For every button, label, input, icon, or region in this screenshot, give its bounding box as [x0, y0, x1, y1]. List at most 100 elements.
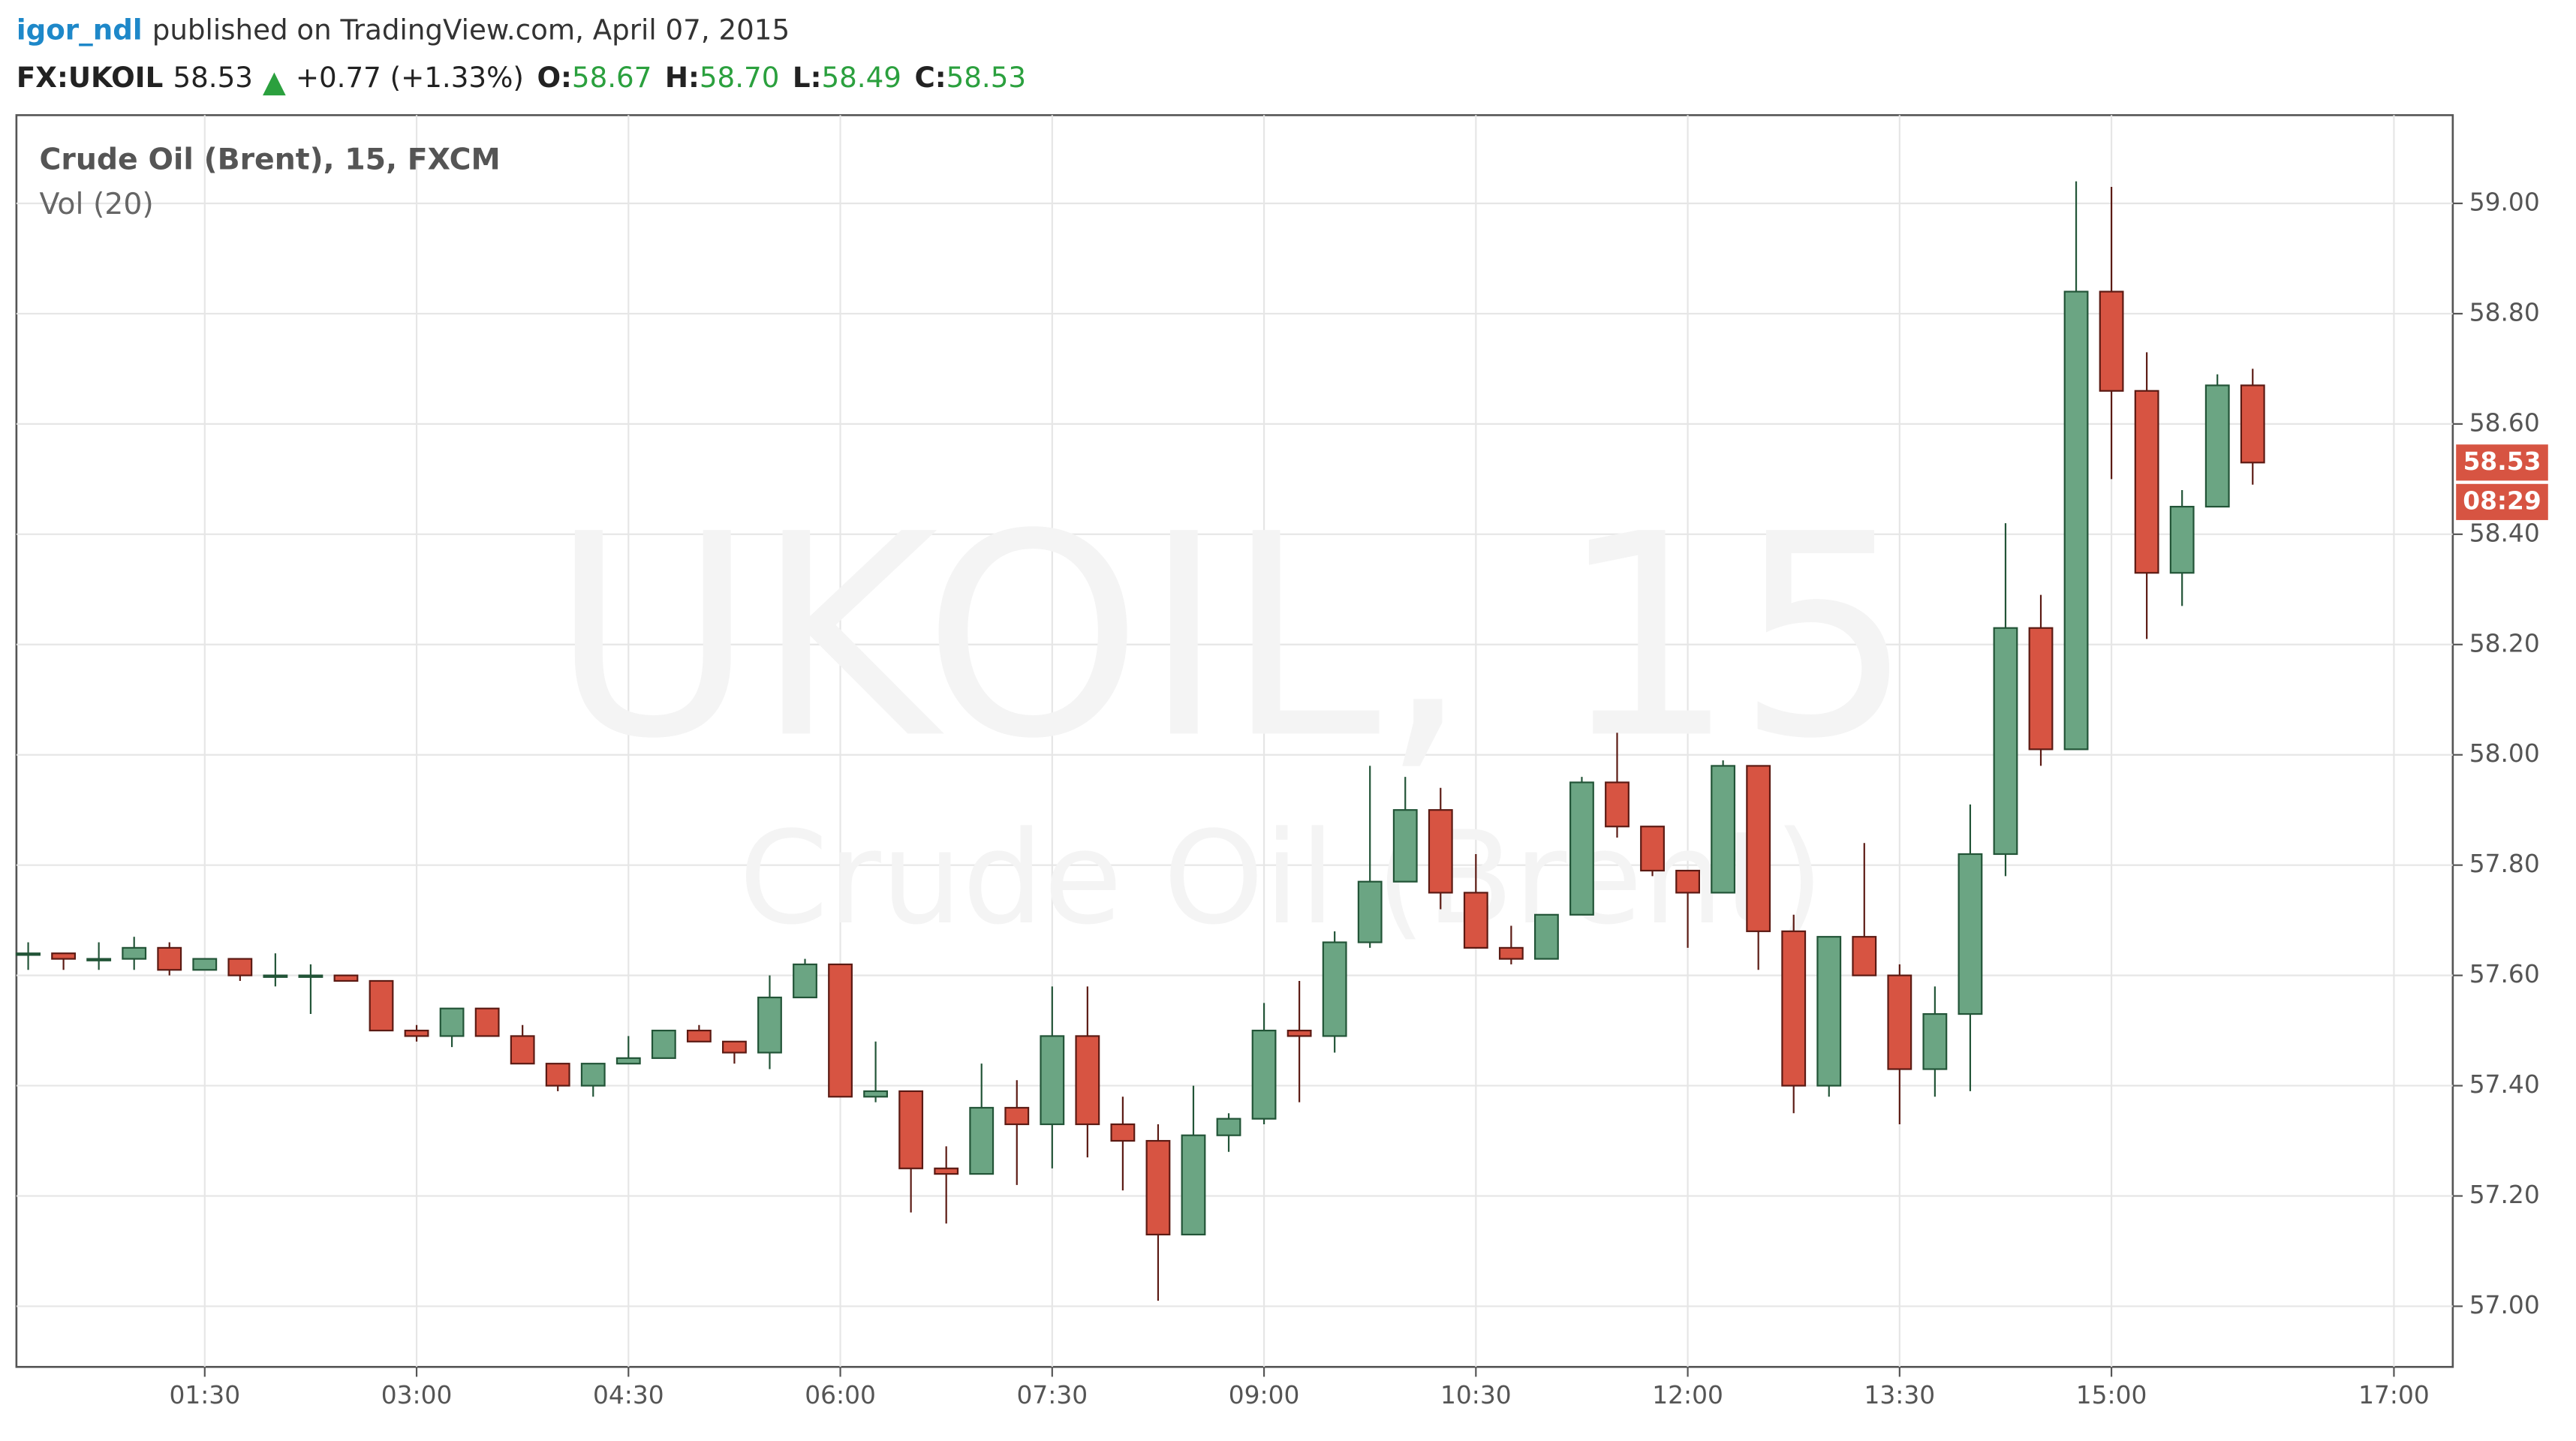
- candle-body: [157, 946, 182, 971]
- grid: [16, 115, 2453, 1367]
- candle-body: [1533, 913, 1559, 960]
- candle-body: [1181, 1134, 1206, 1236]
- last-price-label: 58.53: [2463, 447, 2541, 476]
- close-value: 58.53: [946, 61, 1026, 94]
- candle-body: [1075, 1035, 1100, 1126]
- candle-body: [686, 1030, 712, 1042]
- x-tick-label: 03:00: [381, 1381, 453, 1409]
- candle-body: [580, 1063, 606, 1087]
- x-tick-label: 04:30: [593, 1381, 664, 1409]
- close-label: C:: [914, 61, 946, 94]
- candle-body: [1428, 809, 1453, 894]
- y-tick-label: 59.00: [2469, 188, 2540, 216]
- countdown-label: 08:29: [2463, 486, 2541, 515]
- y-tick-label: 58.60: [2469, 408, 2540, 437]
- candle-body: [439, 1007, 465, 1037]
- y-tick-label: 57.60: [2469, 960, 2540, 988]
- candle-body: [1004, 1106, 1030, 1126]
- high-value: 58.70: [700, 61, 779, 94]
- x-tick-label: 12:00: [1652, 1381, 1723, 1409]
- candle-body: [474, 1007, 500, 1037]
- candle-body: [1357, 880, 1383, 943]
- candle-body: [722, 1040, 747, 1054]
- candle-body: [1110, 1123, 1136, 1142]
- candle-body: [2134, 390, 2159, 574]
- candle-body: [263, 974, 288, 978]
- y-tick-label: 57.00: [2469, 1291, 2540, 1319]
- change: +0.77 (+1.33%): [296, 61, 524, 94]
- candle-body: [793, 963, 817, 999]
- low-value: 58.49: [821, 61, 901, 94]
- open-value: 58.67: [572, 61, 652, 94]
- candle-body: [2204, 384, 2230, 508]
- candles: [16, 181, 2265, 1301]
- candle-body: [1746, 765, 1771, 932]
- candle-body: [1286, 1030, 1312, 1037]
- candle-body: [1781, 930, 1807, 1087]
- candle-body: [510, 1035, 535, 1065]
- symbol: FX:UKOIL: [17, 61, 163, 94]
- candle-body: [1145, 1139, 1171, 1236]
- quote-line: FX:UKOIL 58.53: [17, 61, 253, 94]
- candle-body: [1640, 826, 1665, 872]
- candle-body: [1958, 853, 1983, 1015]
- x-tick-label: 09:00: [1229, 1381, 1300, 1409]
- candle-body: [51, 952, 77, 960]
- y-tick-label: 58.80: [2469, 298, 2540, 326]
- candle-body: [227, 958, 253, 976]
- high-label: H:: [665, 61, 700, 94]
- candle-body: [1711, 765, 1736, 894]
- candle-body: [86, 958, 112, 961]
- candle-body: [615, 1057, 641, 1065]
- last-price-tag: [2456, 444, 2548, 481]
- publish-line: igor_ndl published on TradingView.com, Ap…: [17, 14, 790, 47]
- candle-body: [757, 996, 782, 1054]
- candle-body: [1040, 1035, 1065, 1126]
- y-tick-label: 57.80: [2469, 850, 2540, 878]
- y-tick-label: 58.00: [2469, 739, 2540, 768]
- candle-body: [1675, 869, 1700, 894]
- candle-body: [1392, 809, 1418, 883]
- candle-body: [1993, 627, 2018, 856]
- y-tick-label: 57.20: [2469, 1181, 2540, 1209]
- candle-body: [369, 979, 394, 1032]
- candle-body: [828, 963, 853, 1098]
- candle-body: [2028, 627, 2054, 751]
- last-price: 58.53: [173, 61, 252, 94]
- ohlc-line: +0.77 (+1.33%) O:58.67 H:58.70 L:58.49 C:58.…: [296, 61, 1026, 94]
- candle-body: [16, 952, 41, 956]
- x-tick-label: 06:00: [805, 1381, 876, 1409]
- candle-body: [1605, 781, 1630, 828]
- candle-body: [1569, 781, 1594, 916]
- candle-body: [651, 1030, 676, 1059]
- candle-body: [1887, 974, 1912, 1070]
- chart-title: Crude Oil (Brent), 15, FXCM: [40, 143, 501, 177]
- candle-body: [1463, 892, 1488, 949]
- candle-body: [2099, 290, 2124, 392]
- candle-body: [969, 1106, 995, 1175]
- candle-body: [2169, 506, 2195, 574]
- candle-body: [2240, 384, 2265, 464]
- candle-body: [934, 1167, 959, 1175]
- candle-body: [1322, 941, 1347, 1037]
- candle-body: [1852, 936, 1877, 976]
- x-tick-label: 13:30: [1864, 1381, 1936, 1409]
- countdown-tag: [2456, 483, 2548, 520]
- candle-body: [1251, 1030, 1277, 1120]
- candle-body: [1216, 1118, 1241, 1136]
- candle-body: [545, 1063, 570, 1087]
- x-tick-label: 07:30: [1017, 1381, 1088, 1409]
- candle-body: [404, 1030, 429, 1037]
- x-tick-label: 01:30: [169, 1381, 240, 1409]
- user-link[interactable]: igor_ndl: [17, 14, 143, 47]
- watermark: UKOIL, 15: [551, 474, 1914, 799]
- candle-body: [2063, 290, 2089, 751]
- candle-body: [1922, 1012, 1948, 1070]
- x-tick-label: 15:00: [2076, 1381, 2147, 1409]
- published-text: published on TradingView.com, April 07, …: [152, 14, 790, 47]
- candle-body: [333, 974, 359, 982]
- open-label: O:: [537, 61, 571, 94]
- low-label: L:: [793, 61, 822, 94]
